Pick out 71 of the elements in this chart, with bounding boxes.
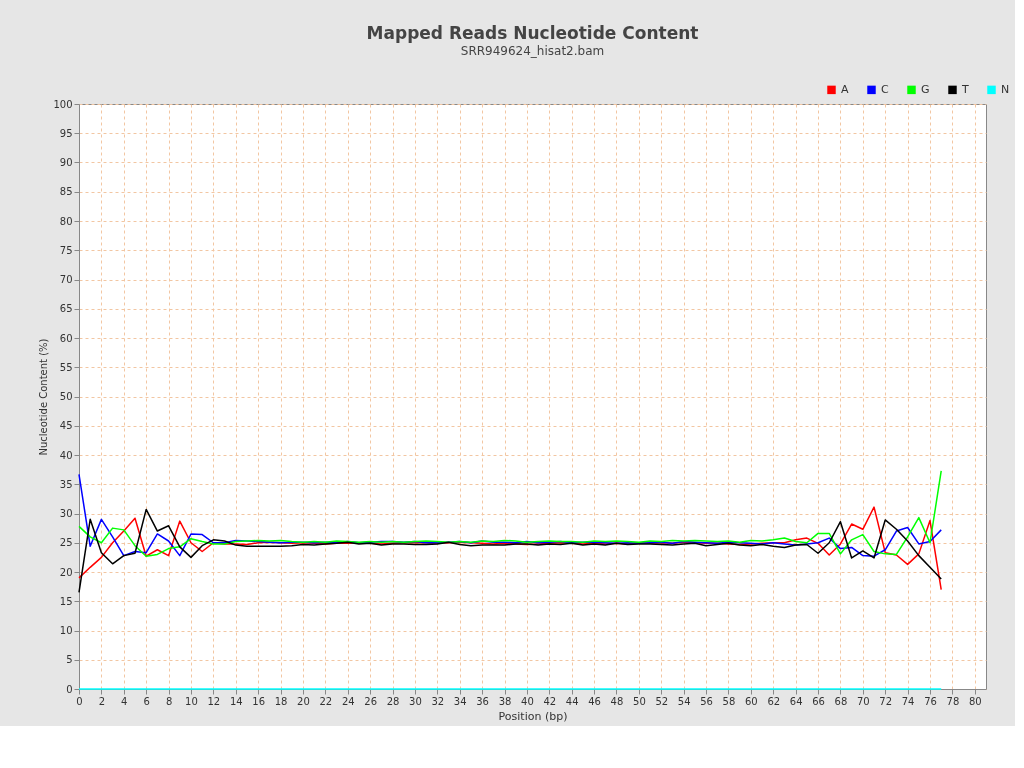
chart-subtitle: SRR949624_hisat2.bam — [460, 44, 605, 58]
x-tick-label: 4 — [121, 695, 128, 707]
y-tick-label: 0 — [66, 683, 73, 695]
x-tick-label: 14 — [229, 695, 243, 707]
y-tick-label: 10 — [59, 625, 73, 636]
y-tick-label: 95 — [59, 127, 73, 139]
x-tick-label: 52 — [655, 695, 669, 707]
x-tick-label: 54 — [677, 695, 691, 707]
x-tick-label: 68 — [834, 695, 848, 707]
y-tick-label: 70 — [59, 274, 73, 285]
x-tick-label: 64 — [789, 695, 803, 707]
x-tick-label: 2 — [98, 695, 106, 707]
x-tick-label: 16 — [252, 695, 266, 707]
y-tick-label: 85 — [59, 186, 73, 198]
y-tick-label: 30 — [59, 508, 73, 519]
x-tick-label: 56 — [700, 695, 713, 707]
x-tick-label: 44 — [565, 695, 579, 707]
y-tick-label: 35 — [59, 478, 73, 490]
y-tick-label: 90 — [59, 157, 73, 168]
y-tick-label: 5 — [66, 654, 73, 666]
x-tick-label: 6 — [143, 695, 150, 707]
y-tick-label: 20 — [59, 566, 73, 578]
y-tick-label: 50 — [59, 391, 73, 402]
y-tick-label: 45 — [59, 420, 73, 432]
legend-label: C — [881, 82, 889, 96]
y-tick-label: 80 — [59, 215, 73, 227]
x-tick-label: 48 — [610, 695, 624, 707]
x-tick-label: 32 — [431, 695, 445, 707]
x-tick-label: 80 — [968, 695, 982, 707]
y-tick-label: 65 — [59, 303, 73, 315]
legend-label: A — [841, 82, 849, 96]
x-tick-label: 40 — [521, 695, 534, 707]
x-tick-label: 78 — [946, 695, 960, 707]
x-tick-label: 28 — [386, 695, 400, 707]
x-tick-label: 46 — [588, 695, 601, 707]
x-tick-label: 20 — [297, 695, 310, 707]
x-tick-label: 10 — [185, 695, 198, 707]
x-tick-label: 36 — [476, 695, 489, 707]
x-tick-label: 26 — [364, 695, 377, 707]
x-tick-label: 62 — [767, 695, 781, 707]
x-tick-label: 22 — [319, 695, 333, 707]
x-tick-label: 18 — [274, 695, 288, 707]
legend-label: N — [1001, 82, 1010, 96]
chart-title: Mapped Reads Nucleotide Content — [366, 23, 699, 43]
y-tick-label: 100 — [53, 98, 73, 110]
x-tick-label: 58 — [722, 695, 736, 707]
y-tick-label: 15 — [59, 595, 73, 607]
x-tick-label: 24 — [341, 695, 355, 707]
x-tick-label: 8 — [165, 695, 173, 707]
x-tick-label: 42 — [543, 695, 557, 707]
x-tick-label: 12 — [207, 695, 221, 707]
y-tick-label: 55 — [59, 361, 73, 373]
x-tick-label: 70 — [856, 695, 870, 707]
x-tick-label: 66 — [812, 695, 825, 707]
x-tick-label: 50 — [633, 695, 646, 707]
legend-label: G — [921, 82, 930, 96]
x-tick-label: 76 — [924, 695, 937, 707]
legend-label: T — [961, 82, 969, 96]
x-tick-label: 34 — [453, 695, 467, 707]
y-tick-label: 60 — [59, 332, 73, 344]
x-tick-label: 30 — [409, 695, 422, 707]
x-tick-label: 60 — [744, 695, 758, 707]
y-tick-label: 75 — [59, 244, 73, 256]
x-tick-label: 38 — [498, 695, 512, 707]
y-axis-title: Nucleotide Content (%) — [38, 338, 50, 456]
x-tick-label: 0 — [76, 695, 83, 707]
y-tick-label: 40 — [59, 449, 73, 461]
x-tick-label: 72 — [879, 695, 893, 707]
y-tick-label: 25 — [59, 537, 73, 549]
x-tick-label: 74 — [901, 695, 915, 707]
x-axis-title: Position (bp) — [498, 709, 568, 723]
